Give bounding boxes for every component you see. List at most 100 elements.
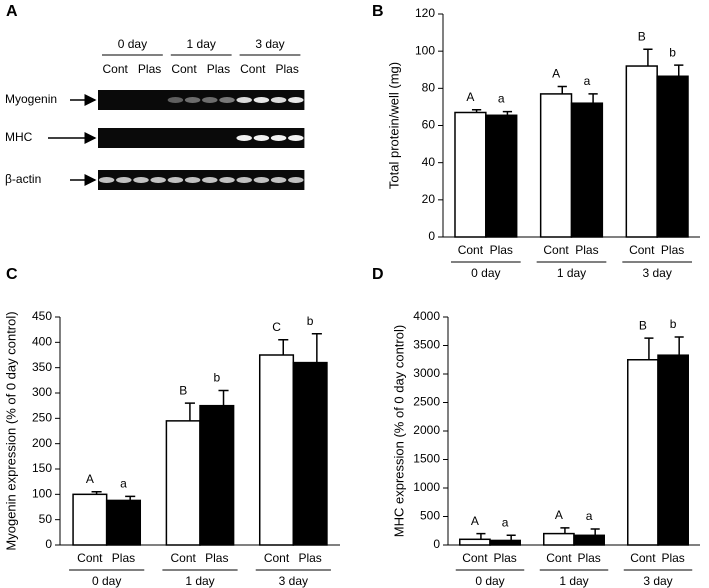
y-tick-label: 2000	[413, 423, 440, 437]
y-tick-label: 3500	[413, 338, 440, 352]
panel-label: D	[372, 266, 384, 283]
significance-letter: A	[552, 67, 560, 81]
blot-band	[270, 97, 287, 103]
y-tick-label: 450	[32, 309, 52, 323]
blot-band	[236, 177, 252, 183]
error-bar	[278, 339, 289, 355]
blot-strip	[98, 128, 305, 148]
blot-band	[219, 97, 235, 103]
y-tick-label: 100	[415, 43, 435, 57]
series-label: Plas	[112, 551, 135, 565]
significance-letter: a	[586, 509, 593, 523]
bar	[292, 361, 328, 546]
y-tick-label: 500	[420, 509, 440, 523]
blot-strip	[98, 90, 305, 110]
bar	[72, 493, 108, 546]
significance-letter: b	[307, 314, 314, 328]
bar	[165, 420, 201, 546]
significance-letter: B	[179, 383, 187, 397]
y-tick-label: 20	[422, 192, 436, 206]
y-axis-label: Total protein/well (mg)	[386, 62, 401, 189]
y-tick-label: 300	[32, 385, 52, 399]
bar	[543, 532, 575, 546]
blot-band	[236, 97, 252, 103]
y-axis-label: Myogenin expression (% of 0 day control)	[3, 311, 18, 550]
error-bar	[471, 108, 482, 113]
bar	[573, 534, 605, 546]
series-label: Plas	[575, 243, 598, 257]
y-tick-label: 400	[32, 335, 52, 349]
error-bar	[590, 528, 600, 536]
significance-letter: a	[498, 92, 505, 106]
blot-band	[288, 177, 304, 183]
series-label: Plas	[205, 551, 228, 565]
group-label: 0 day	[471, 266, 500, 280]
y-tick-label: 100	[32, 487, 52, 501]
blot-band	[184, 177, 201, 183]
blot-group-label: 3 day	[255, 37, 284, 51]
error-bar	[476, 532, 486, 540]
blot-band	[133, 177, 149, 183]
bar	[656, 75, 689, 238]
bar	[258, 354, 295, 546]
significance-letter: B	[638, 29, 646, 43]
significance-letter: A	[466, 90, 474, 104]
bar	[657, 354, 689, 546]
panel-label: C	[6, 266, 18, 283]
series-label: Cont	[264, 551, 290, 565]
significance-letter: b	[213, 371, 220, 385]
y-tick-label: 2500	[413, 395, 440, 409]
blot-band	[98, 177, 115, 183]
blot-band	[202, 177, 218, 183]
blot-band	[150, 177, 166, 183]
y-tick-label: 120	[415, 6, 435, 20]
series-label: Plas	[490, 243, 513, 257]
series-label: Plas	[661, 243, 684, 257]
significance-letter: b	[670, 317, 677, 331]
series-label: Plas	[661, 551, 684, 565]
series-label: Cont	[462, 551, 488, 565]
error-bar	[184, 402, 195, 421]
series-label: Cont	[171, 551, 197, 565]
y-tick-label: 250	[32, 411, 52, 425]
blot-band	[270, 177, 287, 183]
blot-band	[253, 135, 270, 141]
significance-letter: b	[669, 45, 676, 59]
y-tick-label: 0	[428, 229, 435, 243]
series-label: Cont	[629, 243, 655, 257]
panel-label: A	[6, 3, 18, 20]
y-tick-label: 0	[45, 537, 52, 551]
blot-band	[167, 177, 184, 183]
error-bar	[560, 527, 570, 534]
blot-lane-label: Plas	[276, 62, 299, 76]
y-tick-label: 350	[32, 360, 52, 374]
y-tick-label: 1500	[413, 452, 440, 466]
series-label: Cont	[543, 243, 569, 257]
blot-band	[288, 135, 304, 141]
y-tick-label: 1000	[413, 480, 440, 494]
y-tick-label: 3000	[413, 366, 440, 380]
blot-group-label: 0 day	[118, 37, 147, 51]
y-tick-label: 60	[422, 118, 436, 132]
blot-band	[202, 97, 218, 103]
error-bar	[506, 534, 516, 541]
y-tick-label: 80	[422, 81, 436, 95]
significance-letter: A	[86, 472, 94, 486]
blot-band	[167, 97, 184, 103]
blot-band	[288, 97, 304, 103]
error-bar	[218, 389, 229, 406]
blot-lane-label: Cont	[103, 62, 129, 76]
group-label: 1 day	[557, 266, 586, 280]
bar	[459, 538, 491, 546]
y-tick-label: 40	[422, 155, 436, 169]
blot-strip	[98, 170, 305, 190]
group-label: 0 day	[92, 574, 121, 588]
error-bar	[311, 332, 322, 363]
series-label: Plas	[298, 551, 321, 565]
bar	[627, 359, 659, 546]
bar	[454, 111, 487, 238]
series-label: Plas	[493, 551, 516, 565]
group-label: 1 day	[559, 574, 588, 588]
series-label: Cont	[630, 551, 656, 565]
y-tick-label: 150	[32, 461, 52, 475]
